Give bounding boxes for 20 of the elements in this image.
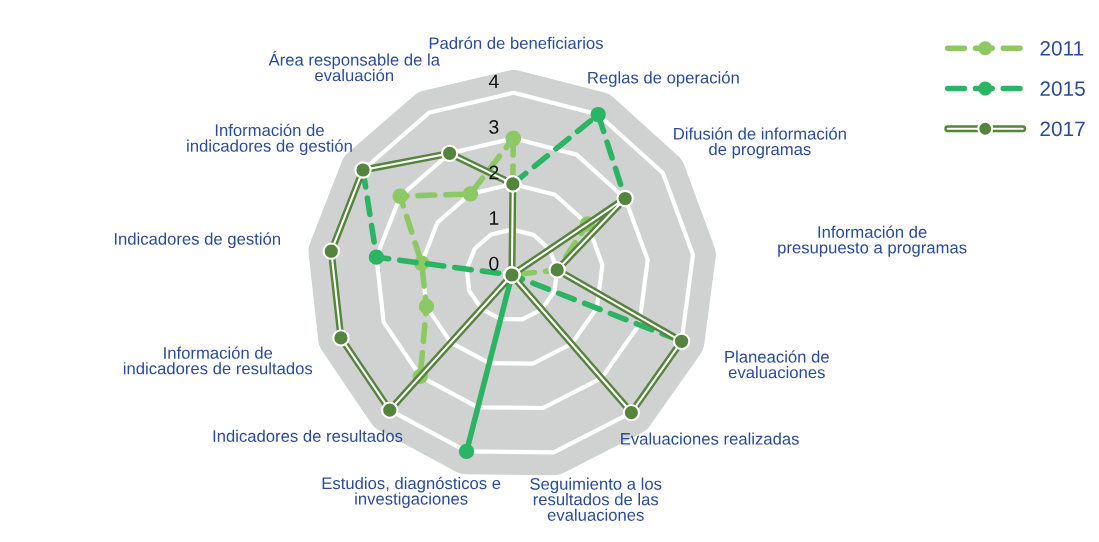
legend-label: 2015 [1040, 81, 1085, 96]
legend-label: 2017 [1040, 121, 1085, 137]
spoke-label: Información de indicadores de gestión [187, 123, 352, 156]
spoke-label: Planeación de evaluaciones [725, 350, 829, 379]
y-tick-label: 1 [489, 211, 499, 225]
spoke-label: Información de presupuesto a programas [778, 225, 967, 257]
spoke-label: Área responsable de la evaluación [268, 51, 440, 82]
spoke-label: Indicadores de gestión [114, 232, 280, 249]
y-tick-label: 0 [489, 256, 499, 271]
spoke-label: Estudios, diagnósticos e investigaciones [322, 476, 501, 508]
spoke-label: Información de indicadores de resultados [123, 346, 313, 375]
spoke-label: Padrón de beneficiarios [429, 36, 603, 50]
spoke-label: Evaluaciones realizadas [621, 432, 799, 445]
legend-label: 2011 [1040, 40, 1084, 56]
y-tick-label: 4 [488, 74, 499, 89]
spoke-label: Reglas de operación [588, 71, 739, 87]
spoke-label: Difusión de información de programas [674, 127, 846, 159]
spoke-label: Seguimiento a los resultados de las evaluaciones [530, 477, 662, 521]
y-tick-label: 3 [489, 120, 499, 134]
spoke-label: Indicadores de resultados [213, 429, 403, 442]
